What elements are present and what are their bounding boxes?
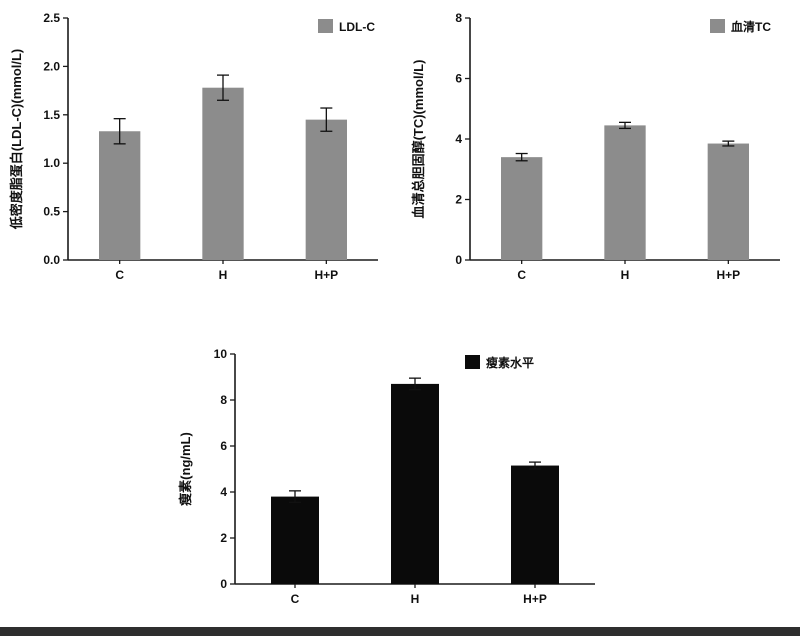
y-tick-label: 2.5 xyxy=(43,11,60,25)
y-tick-label: 2 xyxy=(220,531,227,545)
legend-label: LDL-C xyxy=(339,20,375,34)
chart-serum-tc: 0 2 4 6 8 C H H+P 血清总胆固醇(TC)(mmol/L) 血清TC xyxy=(408,4,794,309)
y-tick-label: 1.0 xyxy=(43,156,60,170)
legend-swatch xyxy=(710,19,725,33)
y-tick-label: 1.5 xyxy=(43,108,60,122)
x-tick-label: H xyxy=(219,268,228,282)
chart-ldl-c: 0.0 0.5 1.0 1.5 2.0 2.5 C H H+P 低密度脂蛋白(LDL-C)(mmo… xyxy=(6,4,392,309)
y-tick-label: 2 xyxy=(455,193,462,207)
chart-svg-leptin: 0 2 4 6 8 10 C H H+P 瘦素(ng/mL) 瘦素水平 xyxy=(178,347,595,606)
y-tick-label: 8 xyxy=(455,11,462,25)
chart-leptin: 0 2 4 6 8 10 C H H+P 瘦素(ng/mL) 瘦素水平 xyxy=(175,338,615,633)
bar-C xyxy=(501,157,543,260)
y-tick-label: 4 xyxy=(220,485,227,499)
y-tick-label: 4 xyxy=(455,132,462,146)
x-tick-label: H xyxy=(621,268,630,282)
y-axis-label: 血清总胆固醇(TC)(mmol/L) xyxy=(411,60,426,219)
legend-swatch xyxy=(318,19,333,33)
x-tick-label: C xyxy=(517,268,526,282)
legend-label: 血清TC xyxy=(731,19,771,34)
legend-swatch xyxy=(465,355,480,369)
bar-H xyxy=(604,125,646,260)
x-tick-label: C xyxy=(291,592,300,606)
y-tick-label: 8 xyxy=(220,393,227,407)
bar-H+P xyxy=(511,465,559,584)
y-tick-label: 0.0 xyxy=(43,253,60,267)
y-tick-label: 6 xyxy=(220,439,227,453)
bar-H+P xyxy=(305,119,347,260)
y-tick-label: 10 xyxy=(214,347,228,361)
bar-H xyxy=(391,383,439,584)
legend-label: 瘦素水平 xyxy=(486,355,534,370)
chart-svg-serum-tc: 0 2 4 6 8 C H H+P 血清总胆固醇(TC)(mmol/L) 血清TC xyxy=(411,11,780,282)
x-tick-label: H+P xyxy=(523,592,547,606)
y-tick-label: 2.0 xyxy=(43,59,60,73)
x-tick-label: H+P xyxy=(716,268,740,282)
y-tick-label: 0.5 xyxy=(43,205,60,219)
bar-C xyxy=(271,496,319,584)
y-axis-label: 瘦素(ng/mL) xyxy=(178,432,193,506)
bar-C xyxy=(99,131,141,260)
y-tick-label: 6 xyxy=(455,72,462,86)
x-tick-label: H xyxy=(411,592,420,606)
y-axis-label: 低密度脂蛋白(LDL-C)(mmol/L) xyxy=(9,49,24,231)
x-tick-label: C xyxy=(115,268,124,282)
bar-H xyxy=(202,87,244,260)
bottom-edge-bar xyxy=(0,627,800,636)
y-tick-label: 0 xyxy=(455,253,462,267)
bar-H+P xyxy=(707,143,749,260)
x-tick-label: H+P xyxy=(314,268,338,282)
y-tick-label: 0 xyxy=(220,577,227,591)
chart-svg-ldl-c: 0.0 0.5 1.0 1.5 2.0 2.5 C H H+P 低密度脂蛋白(LDL-C)(mmo… xyxy=(9,11,378,282)
